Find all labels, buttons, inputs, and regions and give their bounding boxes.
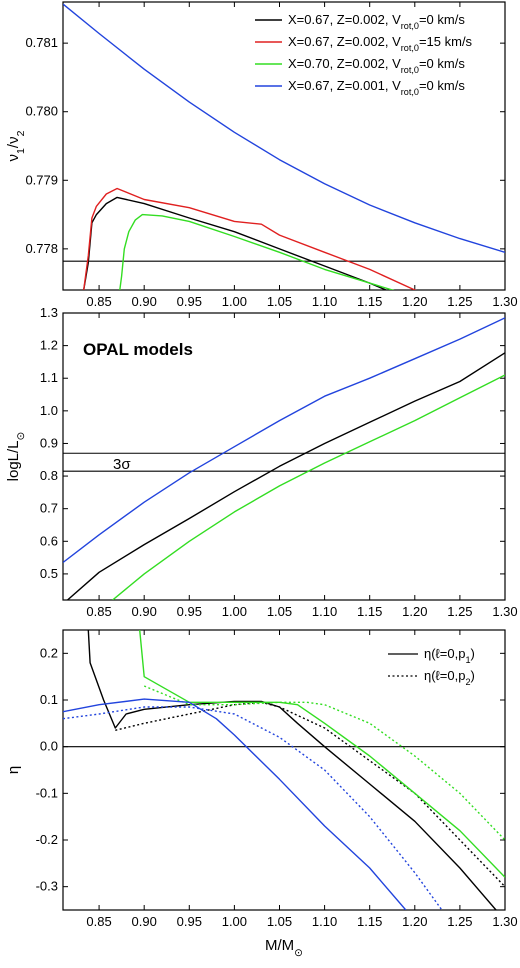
series-line-top-2 [119,213,395,290]
series-group-middle [63,317,505,600]
y-tick-label: -0.2 [36,832,58,847]
y-tick-label: 0.778 [25,241,58,256]
y-tick-label: -0.1 [36,785,58,800]
series-group-bottom [63,630,505,910]
legend-entry: X=0.70, Z=0.002, Vrot,0=0 km/s [288,56,465,75]
y-tick-label: 1.2 [40,338,58,353]
x-axis-label: M/M⊙ [265,937,303,959]
y-tick-label: 0.0 [40,739,58,754]
legend-entry: X=0.67, Z=0.002, Vrot,0=0 km/s [288,12,465,31]
x-tick-label: 1.05 [267,914,292,929]
plot-frame-middle [62,312,506,601]
series-line-bottom-2 [139,630,505,878]
y-tick-label: 1.3 [40,305,58,320]
y-axis-label-top: ν1/ν2 [5,130,27,161]
y-tick-label: 0.781 [25,35,58,50]
series-line-middle-1 [112,374,505,600]
series-line-middle-0 [67,352,505,600]
x-tick-label: 0.90 [132,294,157,309]
series-line-bottom-4 [63,698,407,910]
y-axis-label-bottom: η [5,766,22,774]
legend-entry: η(ℓ=0,p2) [424,668,475,687]
x-tick-label: 1.05 [267,604,292,619]
x-tick-label: 1.10 [312,914,337,929]
x-tick-label: 0.95 [177,604,202,619]
series-line-top-1 [83,187,417,290]
y-tick-label: 0.779 [25,172,58,187]
y-tick-label: 0.1 [40,692,58,707]
y-tick-label: 0.780 [25,104,58,119]
x-tick-label: 0.85 [86,604,111,619]
x-tick-label: 1.00 [222,914,247,929]
x-tick-label: 1.20 [402,604,427,619]
x-tick-label: 1.15 [357,294,382,309]
x-tick-label: 1.25 [447,604,472,619]
x-tick-label: 1.30 [492,294,517,309]
legend-entry: X=0.67, Z=0.001, Vrot,0=0 km/s [288,78,465,97]
annotation-sigma: 3σ [113,456,131,473]
plot-frame-bottom [62,629,506,911]
y-tick-label: 0.8 [40,468,58,483]
x-tick-label: 1.00 [222,294,247,309]
plot-frame-top [62,1,506,291]
series-line-bottom-0 [87,630,497,910]
x-tick-label: 1.20 [402,914,427,929]
x-tick-label: 1.20 [402,294,427,309]
series-group-top [63,3,505,290]
series-line-bottom-5 [63,706,443,910]
y-tick-label: -0.3 [36,879,58,894]
legend-entry: X=0.67, Z=0.002, Vrot,0=15 km/s [288,34,473,53]
x-tick-label: 0.90 [132,914,157,929]
y-tick-label: 0.6 [40,533,58,548]
x-tick-label: 1.25 [447,914,472,929]
x-tick-label: 1.10 [312,294,337,309]
y-tick-label: 1.1 [40,370,58,385]
x-tick-label: 1.00 [222,604,247,619]
x-tick-label: 0.85 [86,914,111,929]
y-tick-label: 0.2 [40,645,58,660]
x-tick-label: 0.95 [177,914,202,929]
y-axis-label-middle: logL/L⊙ [5,431,27,481]
series-line-bottom-1 [115,701,505,888]
x-tick-label: 1.30 [492,604,517,619]
annotation-title: OPAL models [83,340,193,359]
series-line-top-0 [83,196,388,290]
x-tick-label: 1.25 [447,294,472,309]
x-tick-label: 1.05 [267,294,292,309]
x-tick-label: 0.90 [132,604,157,619]
y-tick-label: 1.0 [40,403,58,418]
x-tick-label: 1.15 [357,604,382,619]
y-tick-label: 0.5 [40,566,58,581]
x-tick-label: 1.15 [357,914,382,929]
series-line-middle-2 [63,317,505,564]
x-tick-label: 1.30 [492,914,517,929]
x-tick-label: 1.10 [312,604,337,619]
y-tick-label: 0.7 [40,501,58,516]
series-line-top-3 [63,3,505,253]
x-tick-label: 0.85 [86,294,111,309]
y-tick-label: 0.9 [40,435,58,450]
legend-entry: η(ℓ=0,p1) [424,646,475,665]
x-tick-label: 0.95 [177,294,202,309]
